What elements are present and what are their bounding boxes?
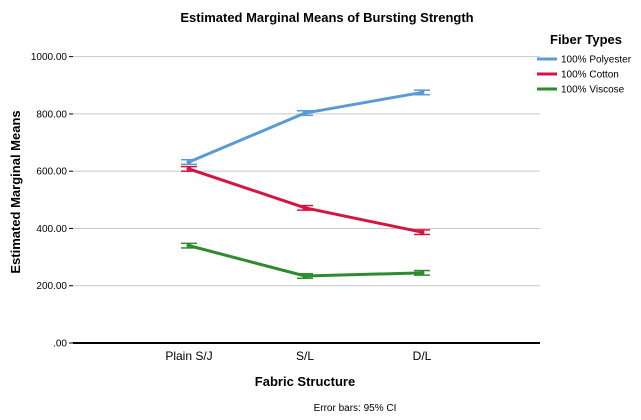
- y-tick-label: 600.00: [36, 167, 67, 178]
- y-tick-label: 200.00: [36, 281, 67, 292]
- x-axis-ticks: Plain S/J S/L D/L: [165, 349, 431, 363]
- chart-title: Estimated Marginal Means of Bursting Str…: [180, 10, 473, 25]
- y-tick-label: .00: [53, 339, 67, 350]
- series-line: [188, 244, 423, 278]
- x-tick-label: Plain S/J: [165, 349, 212, 363]
- y-axis-ticks: .00 200.00 400.00 600.00 800.00 1000.00: [31, 52, 73, 350]
- gridlines: [73, 56, 540, 287]
- data-point: [186, 166, 192, 172]
- y-tick-label: 1000.00: [31, 52, 68, 63]
- data-point: [419, 89, 425, 95]
- y-tick-label: 800.00: [36, 109, 67, 120]
- data-point: [419, 229, 425, 235]
- legend-label: 100% Viscose: [561, 85, 625, 96]
- legend-title: Fiber Types: [550, 32, 622, 47]
- data-point: [186, 243, 192, 249]
- data-point: [302, 205, 308, 211]
- x-axis-title: Fabric Structure: [255, 374, 355, 389]
- data-point: [419, 270, 425, 276]
- data-point: [186, 159, 192, 165]
- data-point: [302, 273, 308, 279]
- series-group: [181, 89, 430, 280]
- x-tick-label: S/L: [296, 349, 314, 363]
- series-line: [188, 167, 423, 234]
- legend-label: 100% Cotton: [561, 70, 619, 81]
- x-tick-label: D/L: [413, 349, 432, 363]
- y-tick-label: 400.00: [36, 224, 67, 235]
- series-line: [188, 90, 423, 164]
- footnote: Error bars: 95% CI: [314, 403, 397, 414]
- legend: 100% Polyester 100% Cotton 100% Viscose: [537, 55, 632, 96]
- legend-label: 100% Polyester: [561, 55, 632, 66]
- y-axis-title: Estimated Marginal Means: [8, 110, 23, 273]
- data-point: [302, 110, 308, 116]
